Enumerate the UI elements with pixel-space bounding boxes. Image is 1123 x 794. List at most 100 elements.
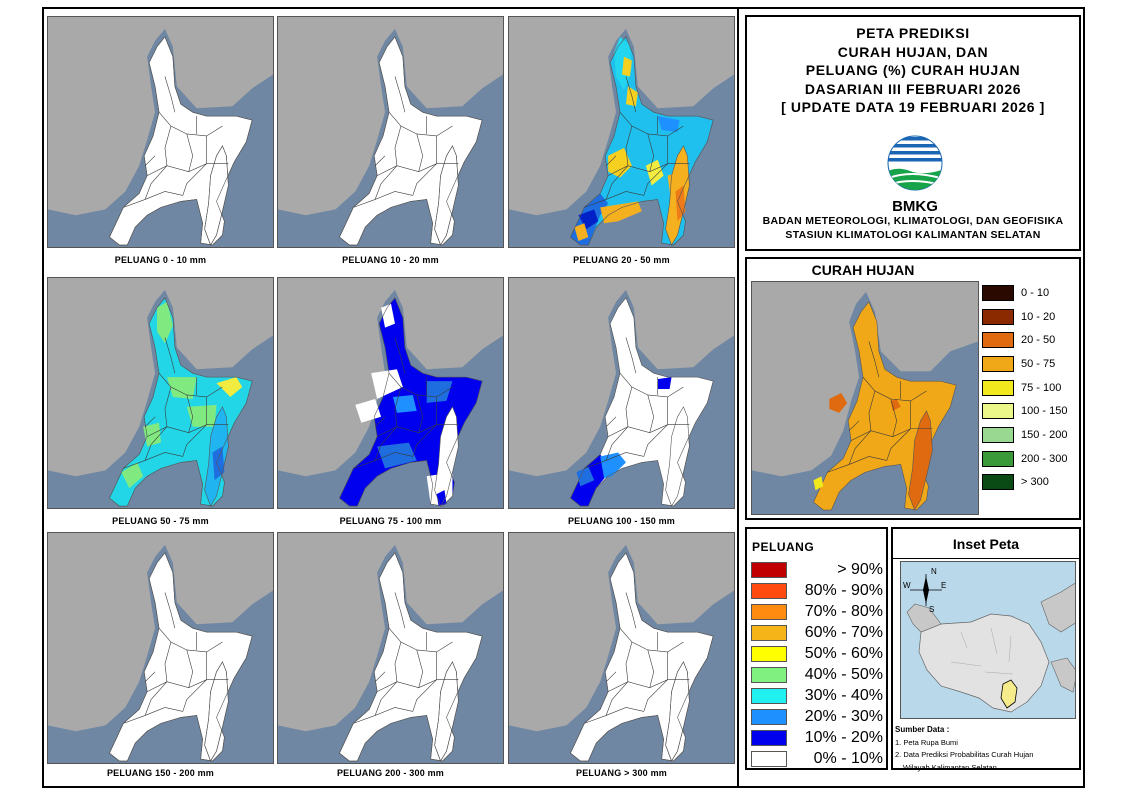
source-line-1: 1. Peta Rupa Bumi (895, 737, 958, 747)
legend-label: 70% - 80% (804, 602, 883, 620)
probability-legend-item: 40% - 50% (751, 664, 885, 685)
legend-swatch (751, 708, 787, 725)
org-line-1: BADAN METEOROLOGI, KLIMATOLOGI, DAN GEOF… (762, 215, 1064, 227)
panel-caption: PELUANG 200 - 300 mm (336, 768, 445, 778)
org-line-2: STASIUN KLIMATOLOGI KALIMANTAN SELATAN (785, 229, 1041, 241)
legend-label: > 300 (1021, 476, 1049, 489)
probability-map-panel (277, 277, 504, 509)
legend-swatch (982, 355, 1014, 372)
panel-caption: PELUANG 150 - 200 mm (106, 768, 215, 778)
probability-map-panel (47, 277, 274, 509)
title-line-2: CURAH HUJAN, DAN (837, 43, 989, 60)
legend-label: 60% - 70% (804, 623, 883, 641)
legend-swatch (982, 426, 1014, 443)
title-line-3: PELUANG (%) CURAH HUJAN (805, 62, 1021, 78)
legend-label: > 90% (837, 560, 883, 578)
rainfall-map (751, 281, 979, 515)
probability-map-panel (277, 16, 504, 248)
rainfall-legend-item: 200 - 300 (982, 447, 1077, 471)
rainfall-legend-item: 75 - 100 (982, 376, 1077, 400)
legend-swatch (751, 750, 787, 767)
probability-legend-item: 70% - 80% (751, 601, 885, 622)
title-line-1: PETA PREDIKSI (856, 25, 970, 41)
legend-label: 40% - 50% (804, 665, 883, 683)
legend-swatch (751, 582, 787, 599)
legend-label: 80% - 90% (804, 581, 883, 599)
legend-swatch (982, 474, 1014, 491)
title-block: PETA PREDIKSI CURAH HUJAN, DAN PELUANG (… (745, 15, 1081, 251)
rainfall-legend-item: 50 - 75 (982, 352, 1077, 376)
panel-caption: PELUANG 75 - 100 mm (339, 516, 442, 526)
legend-swatch (982, 284, 1014, 301)
panel-caption: PELUANG 0 - 10 mm (114, 255, 207, 265)
frame-divider (737, 7, 739, 788)
panel-caption: PELUANG 20 - 50 mm (573, 255, 670, 265)
rainfall-legend-item: 20 - 50 (982, 328, 1077, 352)
rainfall-legend: 0 - 10 10 - 20 20 - 50 50 - 75 75 - 100 100 -… (982, 281, 1077, 494)
probability-legend-item: > 90% (751, 559, 885, 580)
inset-map: N S E W (900, 561, 1076, 719)
legend-label: 50 - 75 (1021, 357, 1056, 370)
probability-legend-item: 60% - 70% (751, 622, 885, 643)
probability-legend-item: 10% - 20% (751, 727, 885, 748)
compass-n: N (931, 567, 937, 576)
legend-label: 10% - 20% (804, 728, 883, 746)
map-sheet-frame (42, 7, 1085, 788)
source-line-2: 2. Data Prediksi Probabilitas Curah Huja… (895, 750, 1034, 759)
probability-legend-title: PELUANG (752, 540, 815, 554)
probability-map-panel (508, 277, 735, 509)
rainfall-forecast-panel: CURAH HUJAN 0 - 10 10 - 20 20 - 50 50 - 75 7… (745, 257, 1081, 520)
panel-caption: PELUANG 50 - 75 mm (112, 516, 209, 526)
legend-label: 0 - 10 (1021, 286, 1050, 299)
legend-label: 20 - 50 (1021, 334, 1056, 347)
rainfall-legend-item: 150 - 200 (982, 423, 1077, 447)
legend-swatch (982, 308, 1014, 325)
legend-swatch (982, 450, 1014, 467)
bmkg-logo: BMKG (880, 135, 950, 215)
compass-icon: N S E W (903, 567, 946, 614)
rainfall-legend-item: 100 - 150 (982, 399, 1077, 423)
compass-s: S (929, 605, 934, 614)
logo-text: BMKG (892, 198, 938, 215)
panel-caption: PELUANG > 300 mm (576, 768, 667, 778)
probability-map-panel (508, 16, 735, 248)
compass-e: E (941, 581, 946, 590)
panel-caption: PELUANG 100 - 150 mm (567, 516, 676, 526)
probability-legend-item: 30% - 40% (751, 685, 885, 706)
probability-legend-item: 0% - 10% (751, 748, 885, 769)
rainfall-legend-item: 10 - 20 (982, 305, 1077, 329)
legend-swatch (982, 379, 1014, 396)
legend-label: 50% - 60% (804, 644, 883, 662)
legend-label: 20% - 30% (804, 707, 883, 725)
probability-map-panel (47, 16, 274, 248)
rainfall-legend-item: 0 - 10 (982, 281, 1077, 305)
legend-label: 75 - 100 (1021, 381, 1062, 394)
legend-label: 150 - 200 (1021, 428, 1068, 441)
legend-label: 30% - 40% (804, 686, 883, 704)
legend-swatch (982, 403, 1014, 420)
data-sources: Sumber Data : 1. Peta Rupa Bumi 2. Data … (895, 724, 1081, 774)
legend-swatch (751, 603, 787, 620)
probability-legend-item: 20% - 30% (751, 706, 885, 727)
probability-map-panel (47, 532, 274, 764)
legend-label: 0% - 10% (813, 749, 883, 767)
probability-legend-item: 50% - 60% (751, 643, 885, 664)
legend-swatch (751, 561, 787, 578)
probability-legend-panel: PELUANG > 90% 80% - 90% 70% - 80% 60% - 70%… (745, 527, 888, 770)
probability-map-panel (508, 532, 735, 764)
probability-legend: > 90% 80% - 90% 70% - 80% 60% - 70% 50% - 60… (751, 559, 885, 769)
legend-swatch (751, 729, 787, 746)
inset-title: Inset Peta (893, 532, 1079, 559)
organization-block: BADAN METEOROLOGI, KLIMATOLOGI, DAN GEOF… (747, 214, 1079, 242)
legend-swatch (751, 666, 787, 683)
panel-caption: PELUANG 10 - 20 mm (342, 255, 439, 265)
sources-title: Sumber Data : (895, 725, 950, 734)
inset-panel: Inset Peta N S E W Sumber Data : 1. Peta… (891, 527, 1081, 772)
source-line-3: Wilayah Kalimantan Selatan (903, 762, 997, 772)
probability-legend-item: 80% - 90% (751, 580, 885, 601)
legend-label: 100 - 150 (1021, 405, 1068, 418)
rainfall-title: CURAH HUJAN (811, 262, 915, 278)
title-line-4: DASARIAN III FEBRUARI 2026 (804, 80, 1022, 97)
legend-label: 10 - 20 (1021, 310, 1056, 323)
rainfall-legend-item: > 300 (982, 471, 1077, 495)
